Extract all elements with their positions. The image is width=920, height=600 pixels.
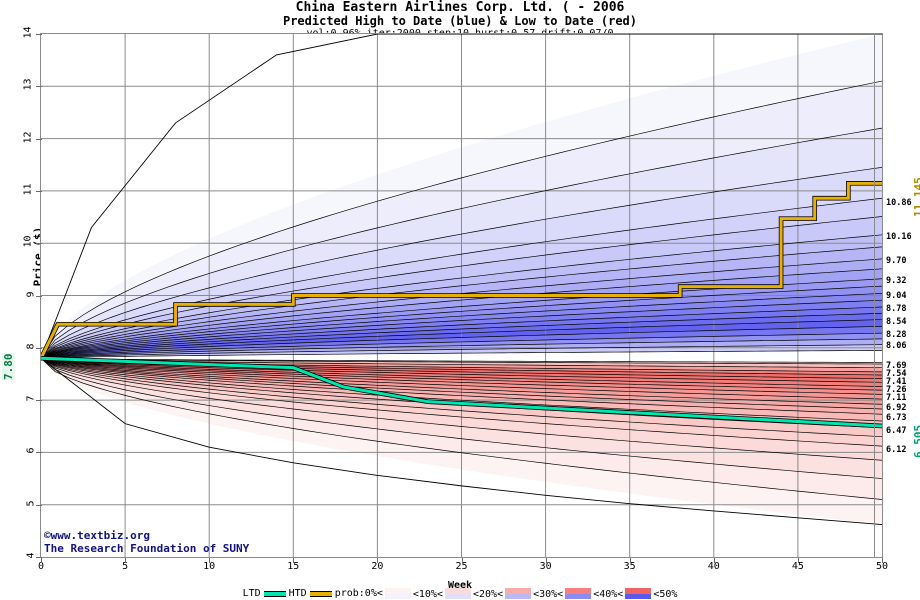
y-tick-label: 5 bbox=[25, 500, 37, 507]
right-value-label: 7.11 bbox=[886, 393, 907, 403]
watermark-line-1: ©www.textbiz.org bbox=[44, 529, 150, 542]
x-tick-mark bbox=[545, 558, 547, 563]
y-tick-mark bbox=[36, 190, 42, 192]
right-value-label: 10.16 bbox=[886, 232, 912, 242]
legend-prob-label: prob:0%< bbox=[334, 588, 383, 600]
watermark-line-2: The Research Foundation of SUNY bbox=[44, 542, 250, 555]
y-tick-label: 12 bbox=[22, 131, 34, 144]
right-value-label: 6.12 bbox=[886, 445, 907, 455]
x-tick-mark bbox=[461, 558, 463, 563]
x-tick-label: 40 bbox=[707, 561, 720, 572]
y-tick-label: 6 bbox=[25, 447, 37, 454]
y-tick-mark bbox=[36, 295, 42, 297]
ltd-end-label: 6.505 bbox=[912, 424, 920, 458]
chart-svg bbox=[41, 34, 882, 557]
x-tick-mark bbox=[293, 558, 295, 563]
y-tick-mark bbox=[36, 138, 42, 140]
right-value-label: 9.04 bbox=[886, 291, 907, 301]
x-tick-mark bbox=[797, 558, 799, 563]
y-tick-label: 7 bbox=[25, 395, 37, 402]
legend-htd-label: HTD bbox=[288, 588, 307, 600]
y-tick-mark bbox=[36, 243, 42, 245]
y-tick-label: 10 bbox=[22, 235, 34, 248]
right-value-label: 6.73 bbox=[886, 413, 907, 423]
legend-band-label: <50% bbox=[653, 588, 678, 600]
right-value-label: 8.78 bbox=[886, 304, 907, 314]
right-axis-rail-outer bbox=[882, 34, 883, 557]
right-value-label: 10.86 bbox=[886, 198, 912, 208]
x-tick-mark bbox=[629, 558, 631, 563]
y-tick-label: 8 bbox=[25, 343, 37, 350]
legend-band-label: <30%< bbox=[533, 588, 564, 600]
chart-legend: LTD HTD prob:0%< <10%< <20%< <30%< <40%< <50… bbox=[0, 588, 920, 600]
legend-ltd-label: LTD bbox=[242, 588, 261, 600]
y-tick-label: 4 bbox=[25, 552, 37, 559]
legend-htd-swatch bbox=[309, 590, 332, 597]
legend-band-swatch bbox=[505, 588, 532, 599]
x-tick-label: 15 bbox=[287, 561, 300, 572]
legend-band-label: <20%< bbox=[472, 588, 504, 600]
x-tick-label: 10 bbox=[203, 561, 216, 572]
right-value-label: 9.32 bbox=[886, 276, 907, 286]
x-tick-mark bbox=[713, 558, 715, 563]
x-tick-mark bbox=[377, 558, 379, 563]
right-value-label: 6.92 bbox=[886, 403, 907, 413]
right-axis-rail-inner bbox=[874, 34, 875, 557]
x-tick-label: 0 bbox=[37, 561, 45, 572]
page-title: China Eastern Airlines Corp. Ltd. ( - 20… bbox=[295, 0, 625, 15]
legend-probability-bands: <10%< <20%< <30%< <40%< <50% bbox=[384, 588, 679, 600]
y-tick-mark bbox=[36, 504, 42, 506]
htd-end-label: 11.145 bbox=[912, 177, 920, 218]
start-price-marker: 7.80 bbox=[2, 353, 15, 381]
y-tick-mark bbox=[36, 400, 42, 402]
y-tick-label: 14 bbox=[22, 26, 34, 39]
legend-band-swatch bbox=[384, 588, 411, 599]
y-tick-mark bbox=[36, 557, 42, 558]
x-tick-label: 45 bbox=[791, 561, 804, 572]
x-tick-mark bbox=[882, 558, 883, 563]
legend-band-swatch bbox=[444, 588, 471, 599]
chart-subtitle: Predicted High to Date (blue) & Low to D… bbox=[282, 14, 637, 28]
right-value-label: 8.28 bbox=[886, 330, 907, 340]
x-axis-title: Week bbox=[447, 580, 473, 591]
legend-band-label: <40%< bbox=[593, 588, 624, 600]
x-tick-mark bbox=[41, 558, 42, 563]
x-tick-mark bbox=[209, 558, 211, 563]
right-value-label: 8.06 bbox=[886, 341, 907, 351]
right-value-label: 7.69 bbox=[886, 361, 907, 371]
right-value-label: 7.26 bbox=[886, 385, 907, 395]
x-tick-label: 20 bbox=[371, 561, 384, 572]
legend-ltd-swatch bbox=[263, 590, 286, 597]
right-value-label: 7.41 bbox=[886, 377, 907, 387]
x-tick-label: 5 bbox=[122, 561, 129, 572]
y-tick-mark bbox=[36, 34, 42, 35]
right-value-label: 8.54 bbox=[886, 317, 907, 327]
y-tick-mark bbox=[36, 452, 42, 454]
y-tick-mark bbox=[36, 347, 42, 349]
plot-area bbox=[40, 33, 883, 558]
y-tick-mark bbox=[36, 86, 42, 88]
legend-band-swatch bbox=[565, 588, 592, 599]
x-tick-label: 30 bbox=[539, 561, 552, 572]
y-tick-label: 13 bbox=[22, 78, 34, 91]
y-tick-label: 11 bbox=[22, 183, 34, 196]
x-tick-mark bbox=[125, 558, 127, 563]
x-tick-label: 25 bbox=[455, 561, 468, 572]
right-value-label: 9.70 bbox=[886, 256, 907, 266]
right-value-label: 7.54 bbox=[886, 369, 907, 379]
x-tick-label: 35 bbox=[623, 561, 636, 572]
legend-band-label: <10%< bbox=[412, 588, 443, 600]
right-value-label: 6.47 bbox=[886, 426, 907, 436]
legend-band-swatch bbox=[625, 588, 652, 599]
x-tick-label: 50 bbox=[875, 561, 889, 572]
y-tick-label: 9 bbox=[25, 290, 37, 298]
